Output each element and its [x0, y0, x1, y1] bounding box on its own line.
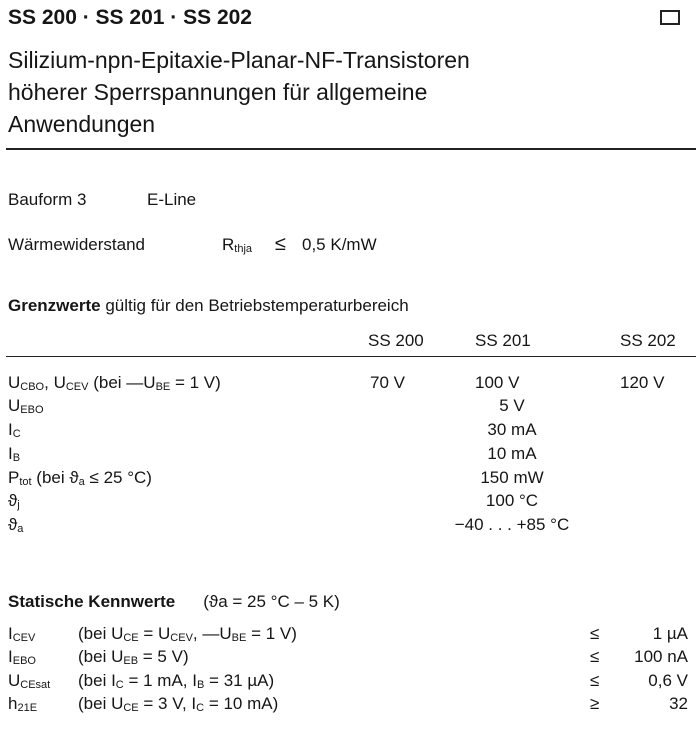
parameter-label: IC — [8, 420, 21, 440]
parameter-label: IB — [8, 444, 21, 464]
bauform-value: E-Line — [147, 190, 197, 209]
parameter-value: 0,6 V — [648, 671, 688, 690]
page-title: SS 200 · SS 201 · SS 202 — [8, 6, 252, 29]
parameter-label: ϑj — [8, 491, 20, 511]
subtitle-line: Silizium-npn-Epitaxie-Planar-NF-Transist… — [8, 47, 470, 73]
waerme-relation: ≤ — [275, 233, 286, 255]
value-all: 30 mA — [487, 420, 537, 439]
subtitle-line: höherer Sperrspannungen für allgemeine — [8, 79, 428, 105]
statische-heading: Statische Kennwerte (ϑa = 25 °C – 5 K) — [8, 592, 340, 611]
parameter-value: 32 — [669, 694, 688, 713]
relation-symbol: ≤ — [590, 671, 600, 690]
divider — [6, 148, 696, 150]
parameter-condition: (bei UCE = UCEV, —UBE = 1 V) — [78, 624, 297, 644]
parameter-label: UCBO, UCEV (bei —UBE = 1 V) — [8, 373, 221, 393]
parameter-condition: (bei UCE = 3 V, IC = 10 mA) — [78, 694, 279, 714]
relation-symbol: ≤ — [590, 647, 600, 666]
parameter-condition: (bei UEB = 5 V) — [78, 647, 189, 667]
parameter-value: 1 µA — [652, 624, 688, 643]
grenzwerte-heading: Grenzwerte gültig für den Betriebstemper… — [8, 296, 409, 315]
relation-symbol: ≤ — [590, 624, 600, 643]
parameter-symbol: UCEsat — [8, 671, 51, 691]
parameter-label: ϑa — [8, 515, 24, 535]
waerme-symbol: Rthja — [222, 235, 253, 255]
parameter-symbol: IEBO — [8, 647, 36, 667]
value-all: 100 °C — [485, 491, 539, 510]
value-all: −40 . . . +85 °C — [454, 515, 570, 534]
parameter-value: 100 nA — [634, 647, 688, 666]
waerme-value: 0,5 K/mW — [302, 235, 377, 254]
bauform-label: Bauform 3 — [8, 190, 87, 209]
parameter-condition: (bei IC = 1 mA, IB = 31 µA) — [78, 671, 275, 691]
relation-symbol: ≥ — [590, 694, 600, 713]
divider — [6, 356, 696, 357]
value-ss201: 100 V — [475, 373, 520, 392]
column-header: SS 200 — [368, 331, 424, 350]
value-all: 10 mA — [487, 444, 537, 463]
value-ss202: 120 V — [620, 373, 665, 392]
value-all: 5 V — [499, 396, 525, 415]
parameter-symbol: ICEV — [8, 624, 36, 644]
value-all: 150 mW — [480, 468, 544, 487]
subtitle-line: Anwendungen — [8, 111, 156, 137]
parameter-label: Ptot (bei ϑa ≤ 25 °C) — [8, 468, 152, 488]
column-header: SS 201 — [475, 331, 531, 350]
column-header: SS 202 — [620, 331, 676, 350]
parameter-symbol: h21E — [8, 694, 38, 714]
value-ss200: 70 V — [370, 373, 405, 392]
parameter-label: UEBO — [8, 396, 44, 416]
waerme-label: Wärmewiderstand — [8, 235, 145, 254]
checkbox-square-icon — [660, 10, 680, 25]
